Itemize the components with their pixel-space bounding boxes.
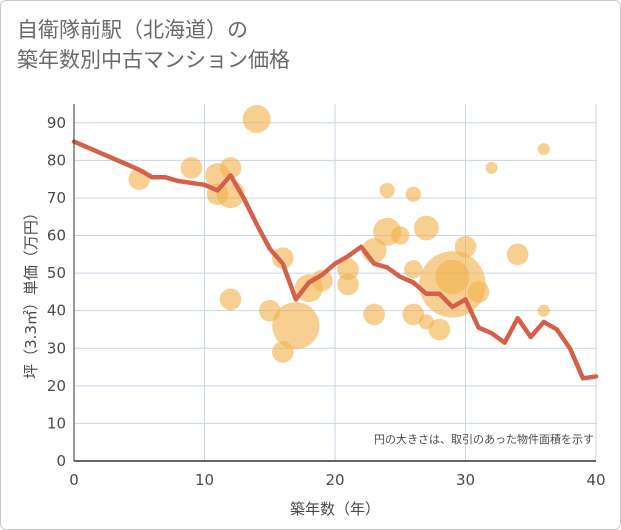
y-tick-label: 10 (47, 414, 66, 432)
data-bubble (428, 318, 451, 341)
data-bubble (391, 226, 410, 245)
y-tick-label: 30 (47, 339, 66, 357)
data-bubble (311, 269, 333, 292)
data-bubble (506, 243, 529, 266)
data-bubble (404, 260, 423, 279)
y-tick-label: 90 (47, 114, 66, 132)
x-tick-label: 0 (69, 471, 79, 489)
data-bubble (537, 143, 550, 156)
x-tick-label: 10 (195, 471, 214, 489)
y-tick-label: 40 (47, 302, 66, 320)
data-bubble (219, 288, 242, 311)
data-bubble (485, 161, 498, 174)
grid (74, 104, 597, 461)
bubble-layer (128, 105, 550, 363)
chart-title: 自衛隊前駅（北海道）の 築年数別中古マンション価格 (17, 15, 290, 75)
chart-title-line1: 自衛隊前駅（北海道）の (17, 18, 248, 42)
y-tick-label: 70 (47, 189, 66, 207)
x-axis-label: 築年数（年） (290, 500, 380, 518)
data-bubble (242, 105, 271, 134)
y-axis-label: 坪（3.3㎡）単価（万円） (22, 205, 40, 379)
price-line (71, 139, 599, 381)
x-tick-label: 40 (586, 471, 605, 489)
y-tick-label: 20 (47, 377, 66, 395)
y-tick-label: 0 (56, 452, 66, 470)
data-bubble (337, 258, 359, 281)
y-tick-label: 50 (47, 264, 66, 282)
data-bubble (454, 236, 477, 258)
data-bubble (405, 186, 421, 202)
data-bubble (413, 215, 439, 241)
data-bubble (180, 157, 203, 179)
x-tick-label: 20 (325, 471, 344, 489)
data-bubble (363, 303, 385, 326)
y-tick-label: 80 (47, 151, 66, 169)
data-bubble (219, 157, 242, 179)
data-bubble (272, 302, 320, 350)
data-bubble (537, 304, 550, 317)
data-bubble (337, 273, 359, 296)
tick-labels: 0 10 20 30 40 0 10 20 30 40 50 60 70 80 90 (47, 114, 606, 489)
size-note: 円の大きさは、取引のあった物件面積を示す (374, 432, 594, 446)
x-tick-label: 30 (456, 471, 475, 489)
data-bubble (467, 281, 490, 303)
data-bubble (379, 182, 395, 199)
chart-title-line2: 築年数別中古マンション価格 (17, 48, 290, 72)
data-bubble (272, 247, 294, 269)
price-line-layer (71, 139, 599, 381)
data-bubble (435, 259, 470, 295)
data-bubble (402, 303, 425, 326)
y-tick-label: 60 (47, 227, 66, 245)
axes (73, 104, 596, 462)
